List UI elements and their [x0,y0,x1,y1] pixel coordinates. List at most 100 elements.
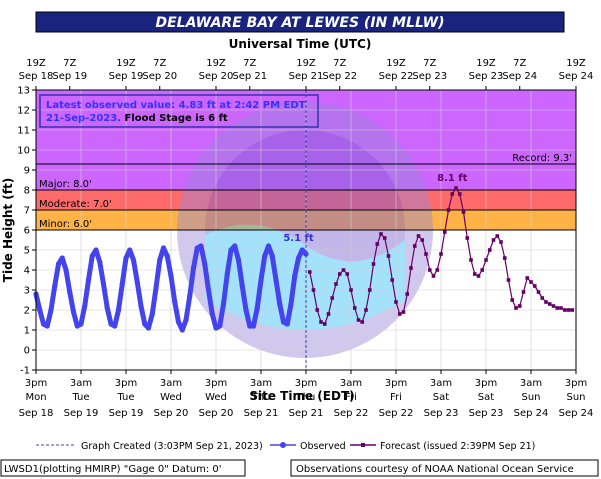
y-tick-label-1: 0 [24,346,30,357]
observed-point-37 [172,299,178,305]
bottom-tick-date-1: Sep 19 [64,408,99,419]
top-tick-date-10: Sep 23 [469,71,504,82]
forecast-point-23 [394,300,398,304]
top-tick-time-6: 19Z [296,58,316,69]
observed-point-39 [179,327,185,333]
top-tick-time-10: 19Z [476,58,496,69]
legend-forecast-marker [361,443,365,447]
bottom-tick-date-3: Sep 20 [154,408,189,419]
observed-point-59 [254,305,260,311]
forecast-point-55 [514,306,518,310]
y-axis-title: Tide Height (ft) [1,178,15,282]
forecast-point-10 [345,272,350,276]
forecast-point-58 [525,276,530,280]
bottom-tick-day-12: Sun [566,392,585,403]
forecast-point-38 [450,192,455,196]
forecast-point-17 [371,262,376,266]
forecast-point-70 [570,308,575,312]
observed-point-40 [183,317,189,323]
bottom-tick-time-7: 3am [340,378,362,389]
top-tick-date-2: Sep 19 [109,71,144,82]
observed-point-26 [130,257,137,263]
observed-point-63 [269,253,275,259]
forecast-point-1 [311,288,316,292]
chart-title: DELAWARE BAY AT LEWES (IN MLLW) [155,15,444,31]
top-tick-time-0: 19Z [26,58,46,69]
y-tick-label-14: 13 [17,86,30,97]
bottom-tick-date-5: Sep 21 [244,408,279,419]
bottom-tick-time-12: 3pm [565,378,587,389]
bottom-tick-time-11: 3am [520,378,542,389]
observed-point-34 [160,245,167,251]
bottom-tick-time-9: 3am [430,378,452,389]
forecast-point-48 [487,248,492,252]
bottom-tick-time-10: 3pm [475,378,497,389]
bottom-tick-day-9: Sat [433,392,449,403]
forecast-point-54 [510,298,515,302]
forecast-point-12 [352,306,357,310]
y-tick-label-5: 4 [24,266,30,277]
bottom-tick-day-5: Thu [251,392,271,403]
observed-point-21 [112,323,118,329]
bottom-tick-date-2: Sep 19 [109,408,144,419]
forecast-point-13 [356,318,361,322]
forecast-point-2 [315,308,320,312]
bottom-tick-time-4: 3pm [205,378,227,389]
legend: Graph Created (3:03PM Sep 21, 2023) Obse… [36,441,535,452]
top-tick-time-12: 19Z [566,58,586,69]
bottom-tick-date-6: Sep 21 [289,408,324,419]
observed-point-42 [190,265,197,271]
forecast-point-65 [551,304,556,308]
top-tick-date-7: Sep 22 [322,71,357,82]
flood-band-label-0: Major: 8.0' [39,179,92,190]
observed-point-72 [303,251,309,257]
y-tick-label-8: 7 [24,206,30,217]
forecast-point-31 [424,252,428,256]
bottom-tick-day-0: Mon [25,392,46,403]
flood-band-label-2: Minor: 6.0' [39,219,92,230]
legend-observed-marker [280,442,286,448]
top-tick-date-4: Sep 20 [199,71,234,82]
forecast-point-40 [457,192,462,196]
info-latest-value: Latest observed value: 4.83 ft at 2:42 P… [46,100,306,111]
forecast-point-5 [326,312,331,316]
observed-point-55 [239,283,245,289]
top-tick-date-0: Sep 18 [19,71,54,82]
y-tick-label-3: 2 [24,306,30,317]
forecast-point-26 [405,292,410,296]
top-tick-time-4: 19Z [206,58,226,69]
forecast-point-60 [532,284,537,288]
forecast-point-39 [454,186,458,190]
forecast-point-18 [375,242,380,246]
observed-point-53 [232,243,238,249]
noaa-watermark-wave [205,224,405,330]
y-tick-label-6: 5 [24,246,30,257]
top-tick-time-3: 7Z [153,58,166,69]
observed-point-23 [119,281,125,287]
observed-point-22 [115,307,122,313]
title-bar [35,11,565,33]
legend-forecast: Forecast (issued 2:39PM Sep 21) [380,441,535,452]
forecast-point-21 [386,254,391,258]
forecast-point-9 [341,268,346,272]
forecast-point-68 [562,308,567,312]
observed-point-54 [235,257,242,263]
forecast-point-50 [495,234,500,238]
legend-observed: Observed [300,441,346,452]
observed-point-29 [142,321,148,327]
observed-point-28 [138,303,144,309]
bottom-tick-time-2: 3pm [115,378,137,389]
forecast-point-64 [547,302,552,306]
observed-point-12 [78,321,84,327]
observed-point-15 [89,253,95,259]
bottom-tick-day-7: Fri [345,392,357,403]
y-tick-label-12: 11 [17,126,30,137]
forecast-point-45 [476,274,481,278]
observed-point-67 [284,321,290,327]
annotation-0: 5.1 ft [283,233,314,244]
observed-point-8 [63,267,69,273]
top-tick-date-5: Sep 21 [232,71,267,82]
observed-point-38 [175,319,182,325]
forecast-point-52 [502,256,507,260]
